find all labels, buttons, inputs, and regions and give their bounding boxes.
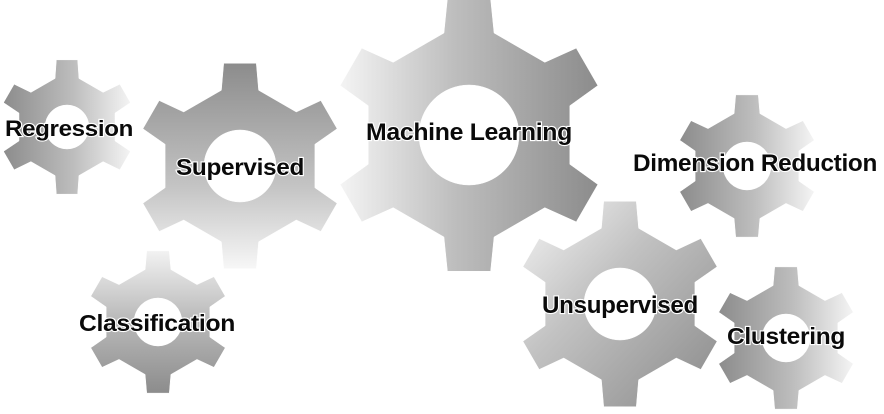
gear-supervised-shape (142, 63, 338, 269)
gear-machine-learning: Machine Learning (339, 0, 599, 272)
gear-unsupervised: Unsupervised (522, 201, 718, 407)
gear-classification: Classification (78, 250, 236, 394)
gear-dimension-reduction: Dimension Reduction (632, 94, 878, 238)
gear-regression-shape (3, 59, 131, 195)
gear-regression: Regression (3, 59, 134, 195)
gear-clustering-shape (718, 266, 854, 410)
gear-supervised-label: Supervised (176, 154, 304, 180)
gear-machine-learning-label: Machine Learning (366, 119, 572, 146)
gear-dimension-reduction-label: Dimension Reduction (633, 150, 877, 177)
gear-dimension-reduction-shape (679, 94, 815, 238)
gear-unsupervised-label: Unsupervised (542, 292, 698, 319)
gear-supervised: Supervised (142, 63, 338, 269)
gear-unsupervised-shape (522, 201, 718, 407)
gear-clustering: Clustering (718, 266, 854, 410)
gear-regression-label: Regression (5, 116, 133, 141)
gear-classification-label: Classification (79, 310, 235, 336)
gear-clustering-label: Clustering (727, 323, 845, 349)
gear-machine-learning-shape (339, 0, 599, 272)
gear-classification-shape (90, 250, 226, 394)
